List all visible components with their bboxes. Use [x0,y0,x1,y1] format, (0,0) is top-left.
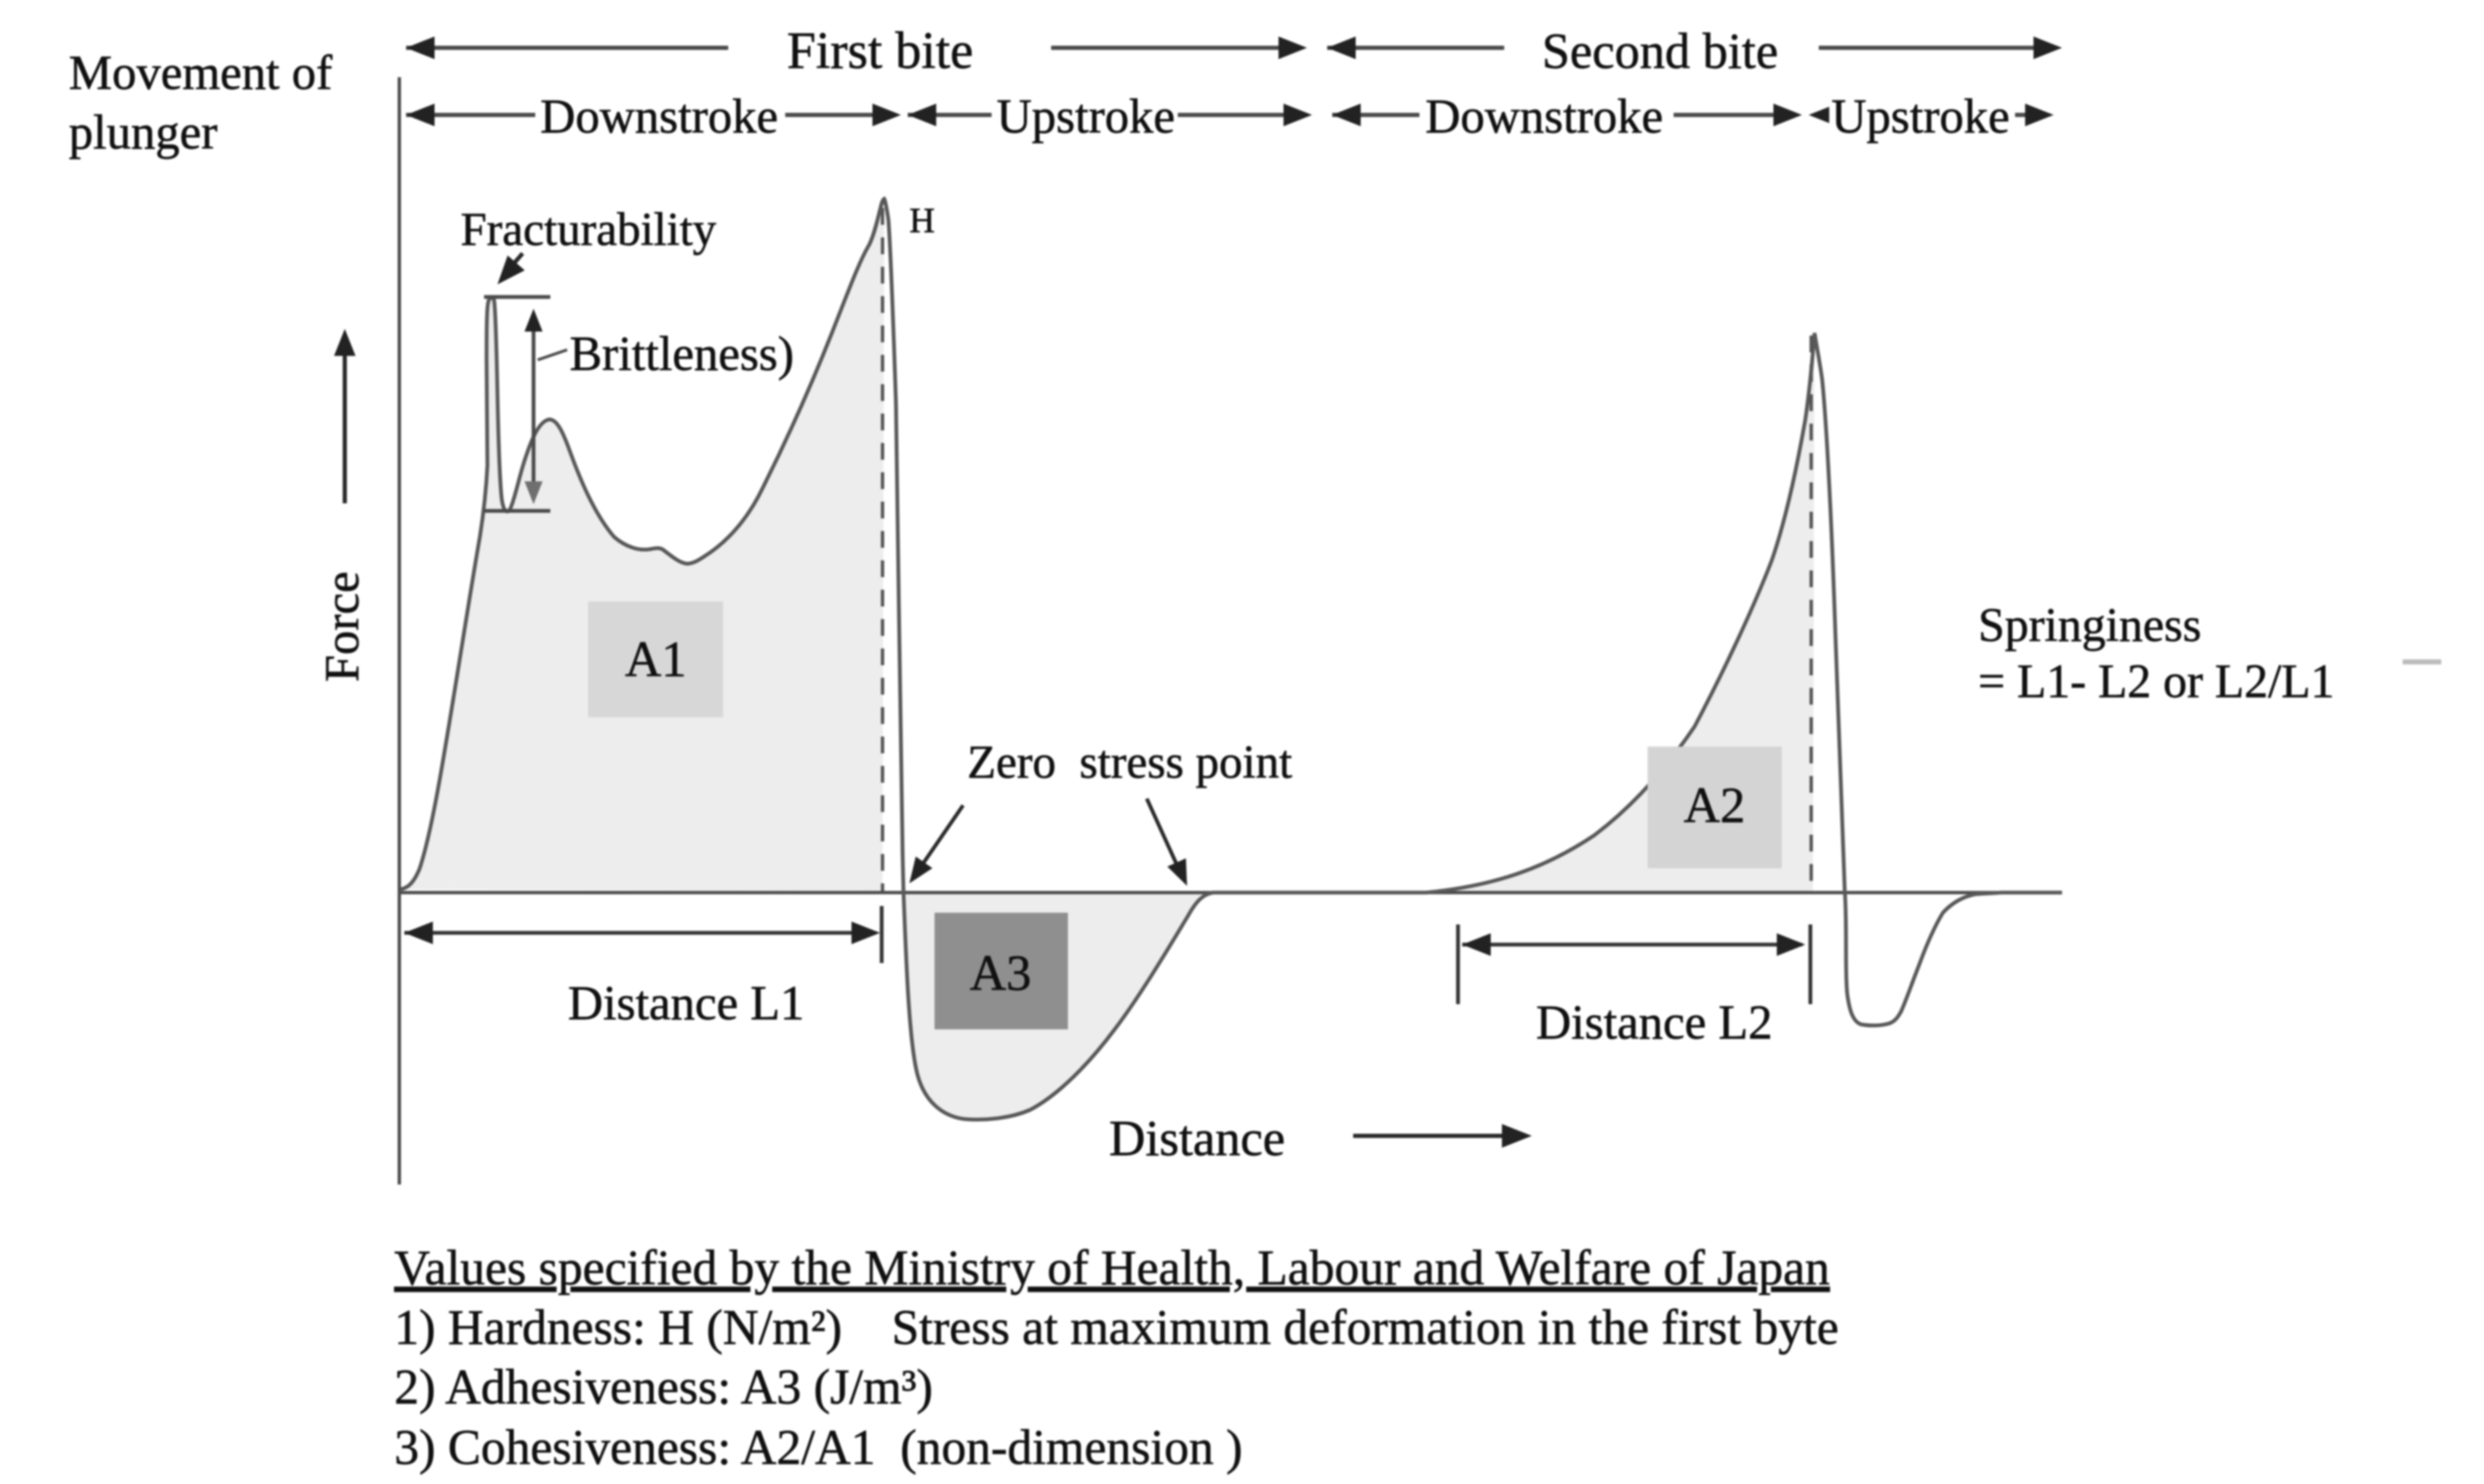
svg-text:Movement of: Movement of [69,45,333,100]
svg-text:Distance L2: Distance L2 [1536,995,1773,1049]
svg-text:Distance L1: Distance L1 [568,976,805,1030]
svg-text:= L1- L2 or L2/L1: = L1- L2 or L2/L1 [1978,655,2335,708]
svg-text:Downstroke: Downstroke [540,89,779,143]
svg-text:Springiness: Springiness [1978,599,2201,652]
svg-text:Downstroke: Downstroke [1425,89,1664,143]
svg-text:Second bite: Second bite [1542,23,1778,79]
svg-text:Upstroke: Upstroke [1831,89,2010,143]
svg-text:First bite: First bite [787,23,973,80]
svg-text:2) Adhesiveness: A3 (J/m³): 2) Adhesiveness: A3 (J/m³) [394,1359,933,1414]
svg-text:plunger: plunger [69,105,217,159]
svg-text:A3: A3 [970,945,1031,1001]
svg-text:1) Hardness: H (N/m²) Stres: 1) Hardness: H (N/m²) Stress at maximum … [394,1299,1839,1355]
svg-text:Values specified by the Minist: Values specified by the Ministry of Heal… [394,1240,1830,1295]
svg-text:H: H [909,202,935,241]
svg-text:3) Cohesiveness: A2/A1 (non-d: 3) Cohesiveness: A2/A1 (non-dimension ) [394,1419,1242,1475]
svg-text:Upstroke: Upstroke [997,89,1175,143]
svg-text:A1: A1 [625,632,686,687]
svg-text:A2: A2 [1684,778,1745,833]
svg-text:Brittleness): Brittleness) [570,326,794,381]
svg-text:Force: Force [315,571,369,682]
svg-text:Zero stress point: Zero stress point [967,737,1293,789]
svg-text:Fracturability: Fracturability [461,204,716,256]
svg-text:Distance: Distance [1109,1111,1285,1166]
